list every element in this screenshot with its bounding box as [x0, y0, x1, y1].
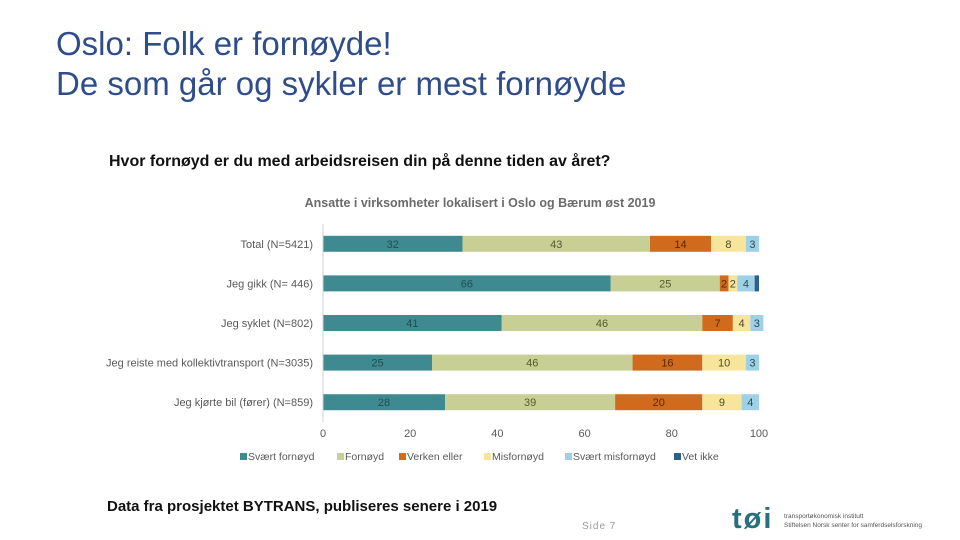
- bar-segment: [741, 394, 759, 411]
- title-line-1: Oslo: Folk er fornøyde!: [56, 25, 392, 62]
- data-label: 39: [524, 397, 536, 409]
- data-label: 10: [718, 358, 730, 370]
- logo-line-1: transportøkonomisk institutt: [784, 513, 864, 520]
- chart-title: Ansatte i virksomheter lokalisert i Oslo…: [305, 196, 656, 210]
- survey-question: Hvor fornøyd er du med arbeidsreisen din…: [109, 153, 611, 170]
- bar-segment: [323, 315, 502, 331]
- data-label: 43: [550, 239, 562, 251]
- legend-label: Vet ikke: [682, 451, 719, 463]
- category-label: Jeg kjørte bil (fører) (N=859): [174, 397, 313, 409]
- legend-swatch: [674, 453, 681, 460]
- data-label: 20: [653, 397, 665, 409]
- data-label: 3: [749, 239, 755, 251]
- data-label: 28: [378, 397, 390, 409]
- category-label: Jeg gikk (N= 446): [226, 278, 313, 290]
- data-label: 46: [596, 318, 608, 330]
- data-label: 16: [661, 358, 673, 370]
- bar-segment: [432, 354, 633, 371]
- footnote: Data fra prosjektet BYTRANS, publiseres …: [107, 498, 498, 515]
- legend-swatch: [337, 453, 344, 460]
- legend-swatch: [565, 453, 572, 460]
- category-label: Jeg reiste med kollektivtransport (N=303…: [106, 358, 313, 370]
- bar-segment: [323, 275, 611, 292]
- data-label: 32: [387, 239, 399, 251]
- legend-label: Fornøyd: [345, 451, 384, 463]
- x-tick-label: 0: [320, 428, 326, 440]
- bar-segment: [702, 394, 742, 411]
- bar-segment: [323, 394, 446, 411]
- legend-label: Svært misfornøyd: [573, 451, 656, 463]
- x-tick-label: 40: [491, 428, 503, 440]
- category-label: Jeg syklet (N=802): [221, 318, 313, 330]
- bar-segment: [632, 354, 703, 371]
- x-tick-label: 20: [404, 428, 416, 440]
- title-line-2: De som går og sykler er mest fornøyde: [56, 65, 627, 102]
- legend-swatch: [240, 453, 247, 460]
- data-label: 3: [754, 318, 760, 330]
- data-label: 2: [721, 278, 727, 290]
- data-label: 7: [715, 318, 721, 330]
- bar-segment: [745, 354, 759, 371]
- data-label: 14: [674, 239, 686, 251]
- data-label: 41: [406, 318, 418, 330]
- bar-segment: [745, 235, 759, 252]
- data-label: 46: [526, 358, 538, 370]
- bar-segment: [719, 275, 729, 292]
- page-number: Side 7: [582, 521, 617, 532]
- legend-label: Verken eller: [407, 451, 463, 463]
- logo-line-2: Stiftelsen Norsk senter for samferdselsf…: [784, 522, 922, 529]
- x-tick-label: 80: [666, 428, 678, 440]
- bar-segment: [615, 394, 703, 411]
- data-label: 9: [719, 397, 725, 409]
- bar-segment: [650, 235, 712, 252]
- slide-title: Oslo: Folk er fornøyde! De som går og sy…: [56, 24, 626, 104]
- data-label: 4: [747, 397, 753, 409]
- bar-segment: [711, 235, 746, 252]
- bar-segment: [732, 315, 751, 331]
- bar-segment: [323, 354, 432, 371]
- legend-label: Svært fornøyd: [248, 451, 315, 463]
- x-tick-label: 100: [750, 428, 768, 440]
- data-label: 4: [743, 278, 749, 290]
- legend-label: Misfornøyd: [492, 451, 544, 463]
- data-label: 2: [730, 278, 736, 290]
- data-label: 25: [371, 358, 383, 370]
- data-label: 4: [738, 318, 744, 330]
- bar-segment: [462, 235, 650, 252]
- legend-swatch: [399, 453, 406, 460]
- data-label: 25: [659, 278, 671, 290]
- x-tick-label: 60: [578, 428, 590, 440]
- data-label: 8: [725, 239, 731, 251]
- bar-segment: [702, 354, 746, 371]
- data-label: 3: [749, 358, 755, 370]
- logo-mark: tøi: [732, 503, 774, 535]
- legend-swatch: [484, 453, 491, 460]
- logo-text: transportøkonomisk institutt Stiftelsen …: [784, 512, 922, 530]
- bar-segment: [610, 275, 720, 292]
- bar-segment: [750, 315, 764, 331]
- bar-segment: [702, 315, 733, 331]
- bar-segment: [737, 275, 755, 292]
- data-label: 66: [461, 278, 473, 290]
- bar-segment: [754, 275, 759, 292]
- bar-segment: [501, 315, 703, 331]
- bar-segment: [445, 394, 616, 411]
- bar-segment: [323, 235, 463, 252]
- toi-logo: tøi transportøkonomisk institutt Stiftel…: [732, 504, 952, 536]
- bar-segment: [728, 275, 738, 292]
- category-label: Total (N=5421): [241, 239, 313, 251]
